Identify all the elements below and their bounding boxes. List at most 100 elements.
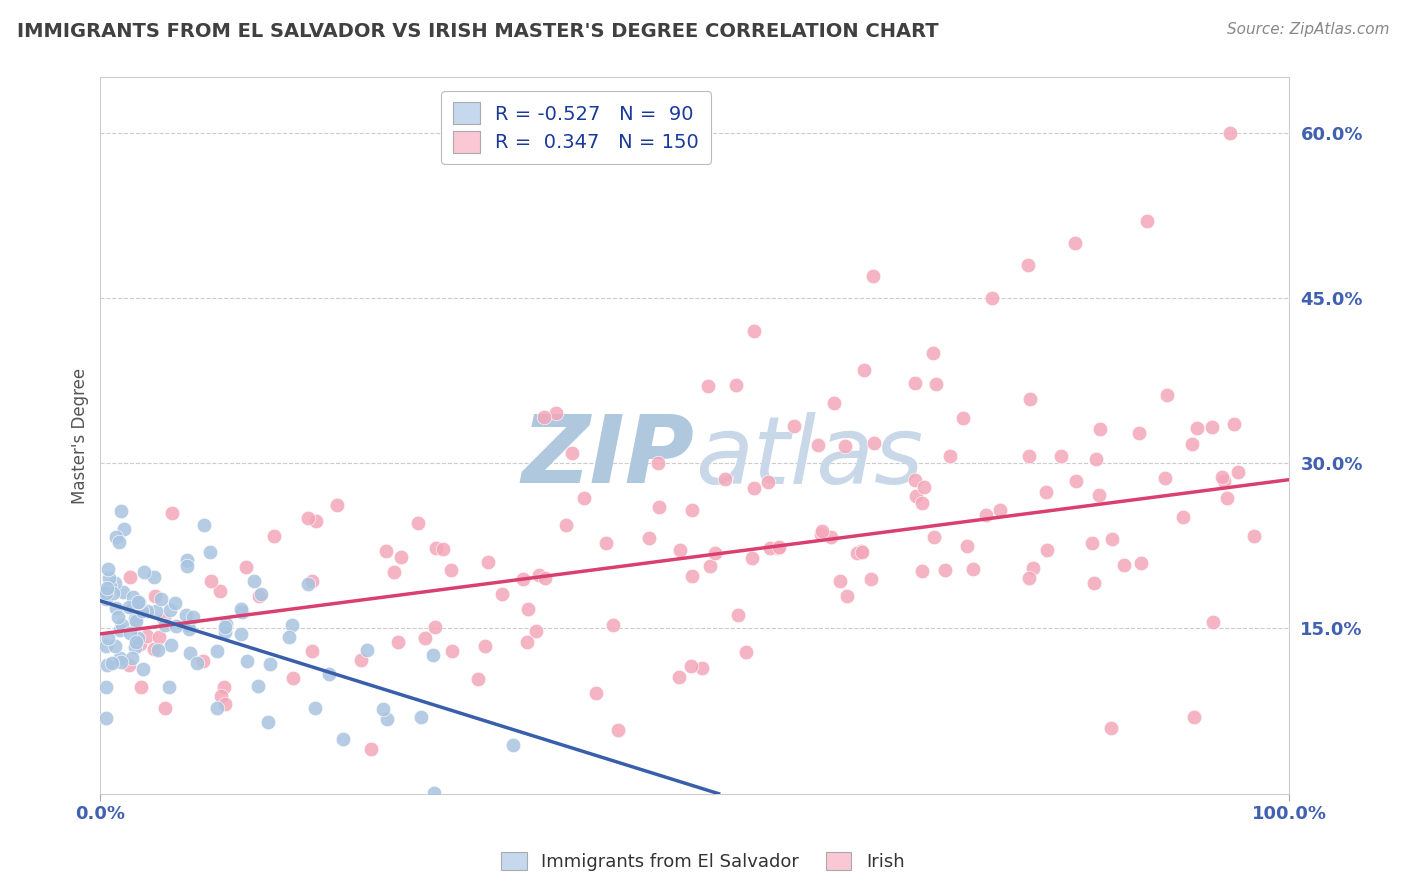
Point	[200, 574, 222, 589]
Point	[1088, 488, 1111, 502]
Point	[356, 643, 378, 657]
Point	[851, 544, 873, 558]
Point	[160, 506, 183, 520]
Point	[108, 534, 131, 549]
Point	[96, 584, 118, 599]
Point	[214, 617, 236, 632]
Point	[524, 624, 547, 638]
Point	[96, 711, 118, 725]
Point	[304, 701, 326, 715]
Point	[585, 685, 607, 699]
Point	[690, 660, 713, 674]
Y-axis label: Master's Degree: Master's Degree	[72, 368, 89, 504]
Point	[120, 570, 142, 584]
Point	[834, 439, 856, 453]
Point	[534, 571, 557, 585]
Point	[1201, 420, 1223, 434]
Point	[153, 613, 176, 627]
Point	[1018, 449, 1040, 463]
Point	[360, 742, 382, 756]
Point	[714, 472, 737, 486]
Point	[326, 498, 349, 512]
Point	[387, 634, 409, 648]
Point	[297, 510, 319, 524]
Text: IMMIGRANTS FROM EL SALVADOR VS IRISH MASTER'S DEGREE CORRELATION CHART: IMMIGRANTS FROM EL SALVADOR VS IRISH MAS…	[17, 22, 938, 41]
Point	[851, 544, 873, 558]
Point	[107, 609, 129, 624]
Point	[782, 418, 804, 433]
Point	[922, 531, 945, 545]
Point	[679, 658, 702, 673]
Point	[853, 363, 876, 377]
Point	[148, 643, 170, 657]
Point	[105, 600, 128, 615]
Point	[1064, 235, 1087, 250]
Point	[142, 642, 165, 657]
Point	[176, 559, 198, 574]
Point	[905, 489, 928, 503]
Point	[595, 536, 617, 550]
Point	[207, 644, 229, 658]
Point	[1243, 529, 1265, 543]
Point	[121, 650, 143, 665]
Point	[112, 585, 135, 599]
Point	[120, 625, 142, 640]
Point	[988, 502, 1011, 516]
Point	[104, 575, 127, 590]
Point	[554, 518, 576, 533]
Point	[1185, 421, 1208, 435]
Point	[647, 456, 669, 470]
Point	[186, 656, 208, 670]
Point	[912, 480, 935, 494]
Point	[974, 508, 997, 523]
Point	[859, 573, 882, 587]
Point	[108, 651, 131, 665]
Point	[110, 655, 132, 669]
Point	[807, 438, 830, 452]
Point	[96, 658, 118, 673]
Point	[527, 568, 550, 582]
Point	[125, 614, 148, 628]
Point	[1101, 532, 1123, 546]
Point	[938, 450, 960, 464]
Point	[148, 630, 170, 644]
Point	[810, 527, 832, 541]
Point	[734, 645, 756, 659]
Point	[602, 618, 624, 632]
Point	[1136, 213, 1159, 227]
Point	[118, 657, 141, 672]
Point	[1017, 258, 1039, 272]
Point	[118, 600, 141, 615]
Point	[668, 670, 690, 684]
Point	[97, 562, 120, 576]
Point	[766, 541, 789, 555]
Point	[502, 738, 524, 752]
Point	[98, 579, 121, 593]
Point	[131, 604, 153, 618]
Point	[96, 681, 118, 695]
Point	[422, 787, 444, 801]
Point	[143, 570, 166, 584]
Point	[125, 635, 148, 649]
Point	[382, 565, 405, 579]
Point	[129, 637, 152, 651]
Point	[101, 656, 124, 670]
Point	[122, 599, 145, 614]
Point	[682, 569, 704, 583]
Point	[911, 564, 934, 578]
Point	[516, 602, 538, 616]
Point	[150, 592, 173, 607]
Point	[811, 524, 834, 539]
Point	[440, 644, 463, 658]
Point	[96, 640, 118, 654]
Point	[177, 617, 200, 632]
Point	[823, 396, 845, 410]
Point	[301, 574, 323, 588]
Point	[110, 504, 132, 518]
Point	[1084, 451, 1107, 466]
Point	[179, 646, 201, 660]
Point	[830, 574, 852, 588]
Point	[112, 522, 135, 536]
Point	[1083, 575, 1105, 590]
Point	[214, 680, 236, 694]
